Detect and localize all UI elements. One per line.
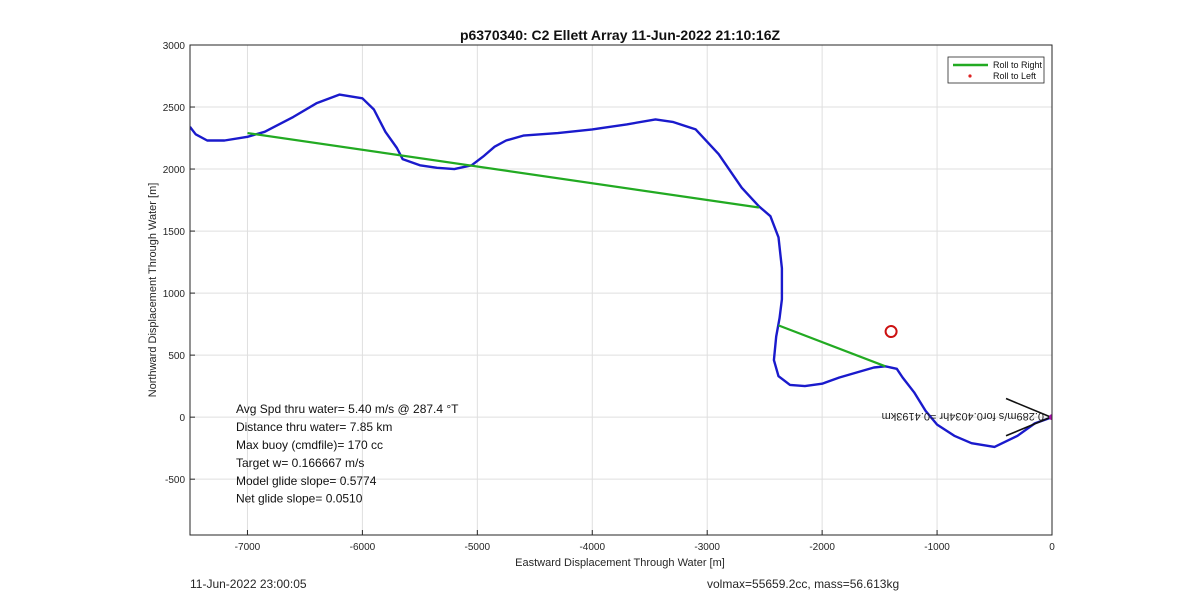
stats-annotation: Max buoy (cmdfile)= 170 cc	[236, 438, 383, 452]
y-tick-label: 500	[168, 351, 185, 362]
y-axis-label: Northward Displacement Through Water [m]	[147, 183, 159, 398]
axes: -7000 -6000 -5000 -4000 -3000 -2000 -1000 0-500…	[163, 41, 1055, 553]
direction-arrow-line	[1005, 416, 1052, 437]
x-tick-label: -1000	[924, 542, 950, 553]
footer-timestamp: 11-Jun-2022 23:00:05	[190, 577, 307, 591]
y-tick-label: 1000	[163, 289, 186, 300]
plot-frame	[189, 44, 1053, 536]
y-tick-label: 1500	[163, 227, 186, 238]
footer-volmax-mass: volmax=55659.2cc, mass=56.613kg	[707, 577, 900, 591]
roll-right-segment	[778, 324, 886, 368]
legend-label: Roll to Left	[993, 71, 1037, 81]
data-series-group	[190, 93, 1052, 449]
y-tick-label: 2500	[163, 103, 186, 114]
y-tick-label: 3000	[163, 41, 186, 52]
legend-dot-swatch	[968, 74, 972, 78]
x-axis-label: Eastward Displacement Through Water [m]	[515, 557, 725, 569]
x-tick-label: 0	[1049, 542, 1055, 553]
x-tick-label: -5000	[465, 542, 491, 553]
stats-annotation: Avg Spd thru water= 5.40 m/s @ 287.4 °T	[236, 402, 459, 416]
chart-title: p6370340: C2 Ellett Array 11-Jun-2022 21…	[460, 27, 781, 43]
x-tick-label: -2000	[809, 542, 835, 553]
x-tick-label: -3000	[694, 542, 720, 553]
data-layer: 0.289m/s for0.4034hr =0.4193km	[190, 93, 1052, 449]
x-tick-label: -7000	[235, 542, 261, 553]
end-point-marker	[1049, 414, 1052, 421]
stats-annotation: Target w= 0.166667 m/s	[236, 456, 364, 470]
legend-label: Roll to Right	[993, 60, 1043, 70]
legend-box	[947, 56, 1045, 84]
direction-arrow-line	[1005, 397, 1052, 418]
target-circle-marker	[884, 325, 898, 339]
stats-annotation: Net glide slope= 0.0510	[236, 492, 363, 506]
stats-annotation: Distance thru water= 7.85 km	[236, 420, 392, 434]
y-tick-label: 2000	[163, 165, 186, 176]
x-tick-label: -4000	[579, 542, 605, 553]
roll-right-segment	[247, 131, 760, 209]
plot-background	[190, 45, 1052, 535]
segment-speed-label: 0.289m/s for0.4034hr =0.4193km	[882, 410, 1044, 422]
annotations: Avg Spd thru water= 5.40 m/s @ 287.4 °T D…	[236, 402, 459, 506]
track-line	[190, 93, 1052, 449]
y-tick-label: 0	[179, 413, 185, 424]
x-tick-label: -6000	[350, 542, 376, 553]
y-tick-label: -500	[165, 475, 185, 486]
stats-annotation: Model glide slope= 0.5774	[236, 474, 377, 488]
